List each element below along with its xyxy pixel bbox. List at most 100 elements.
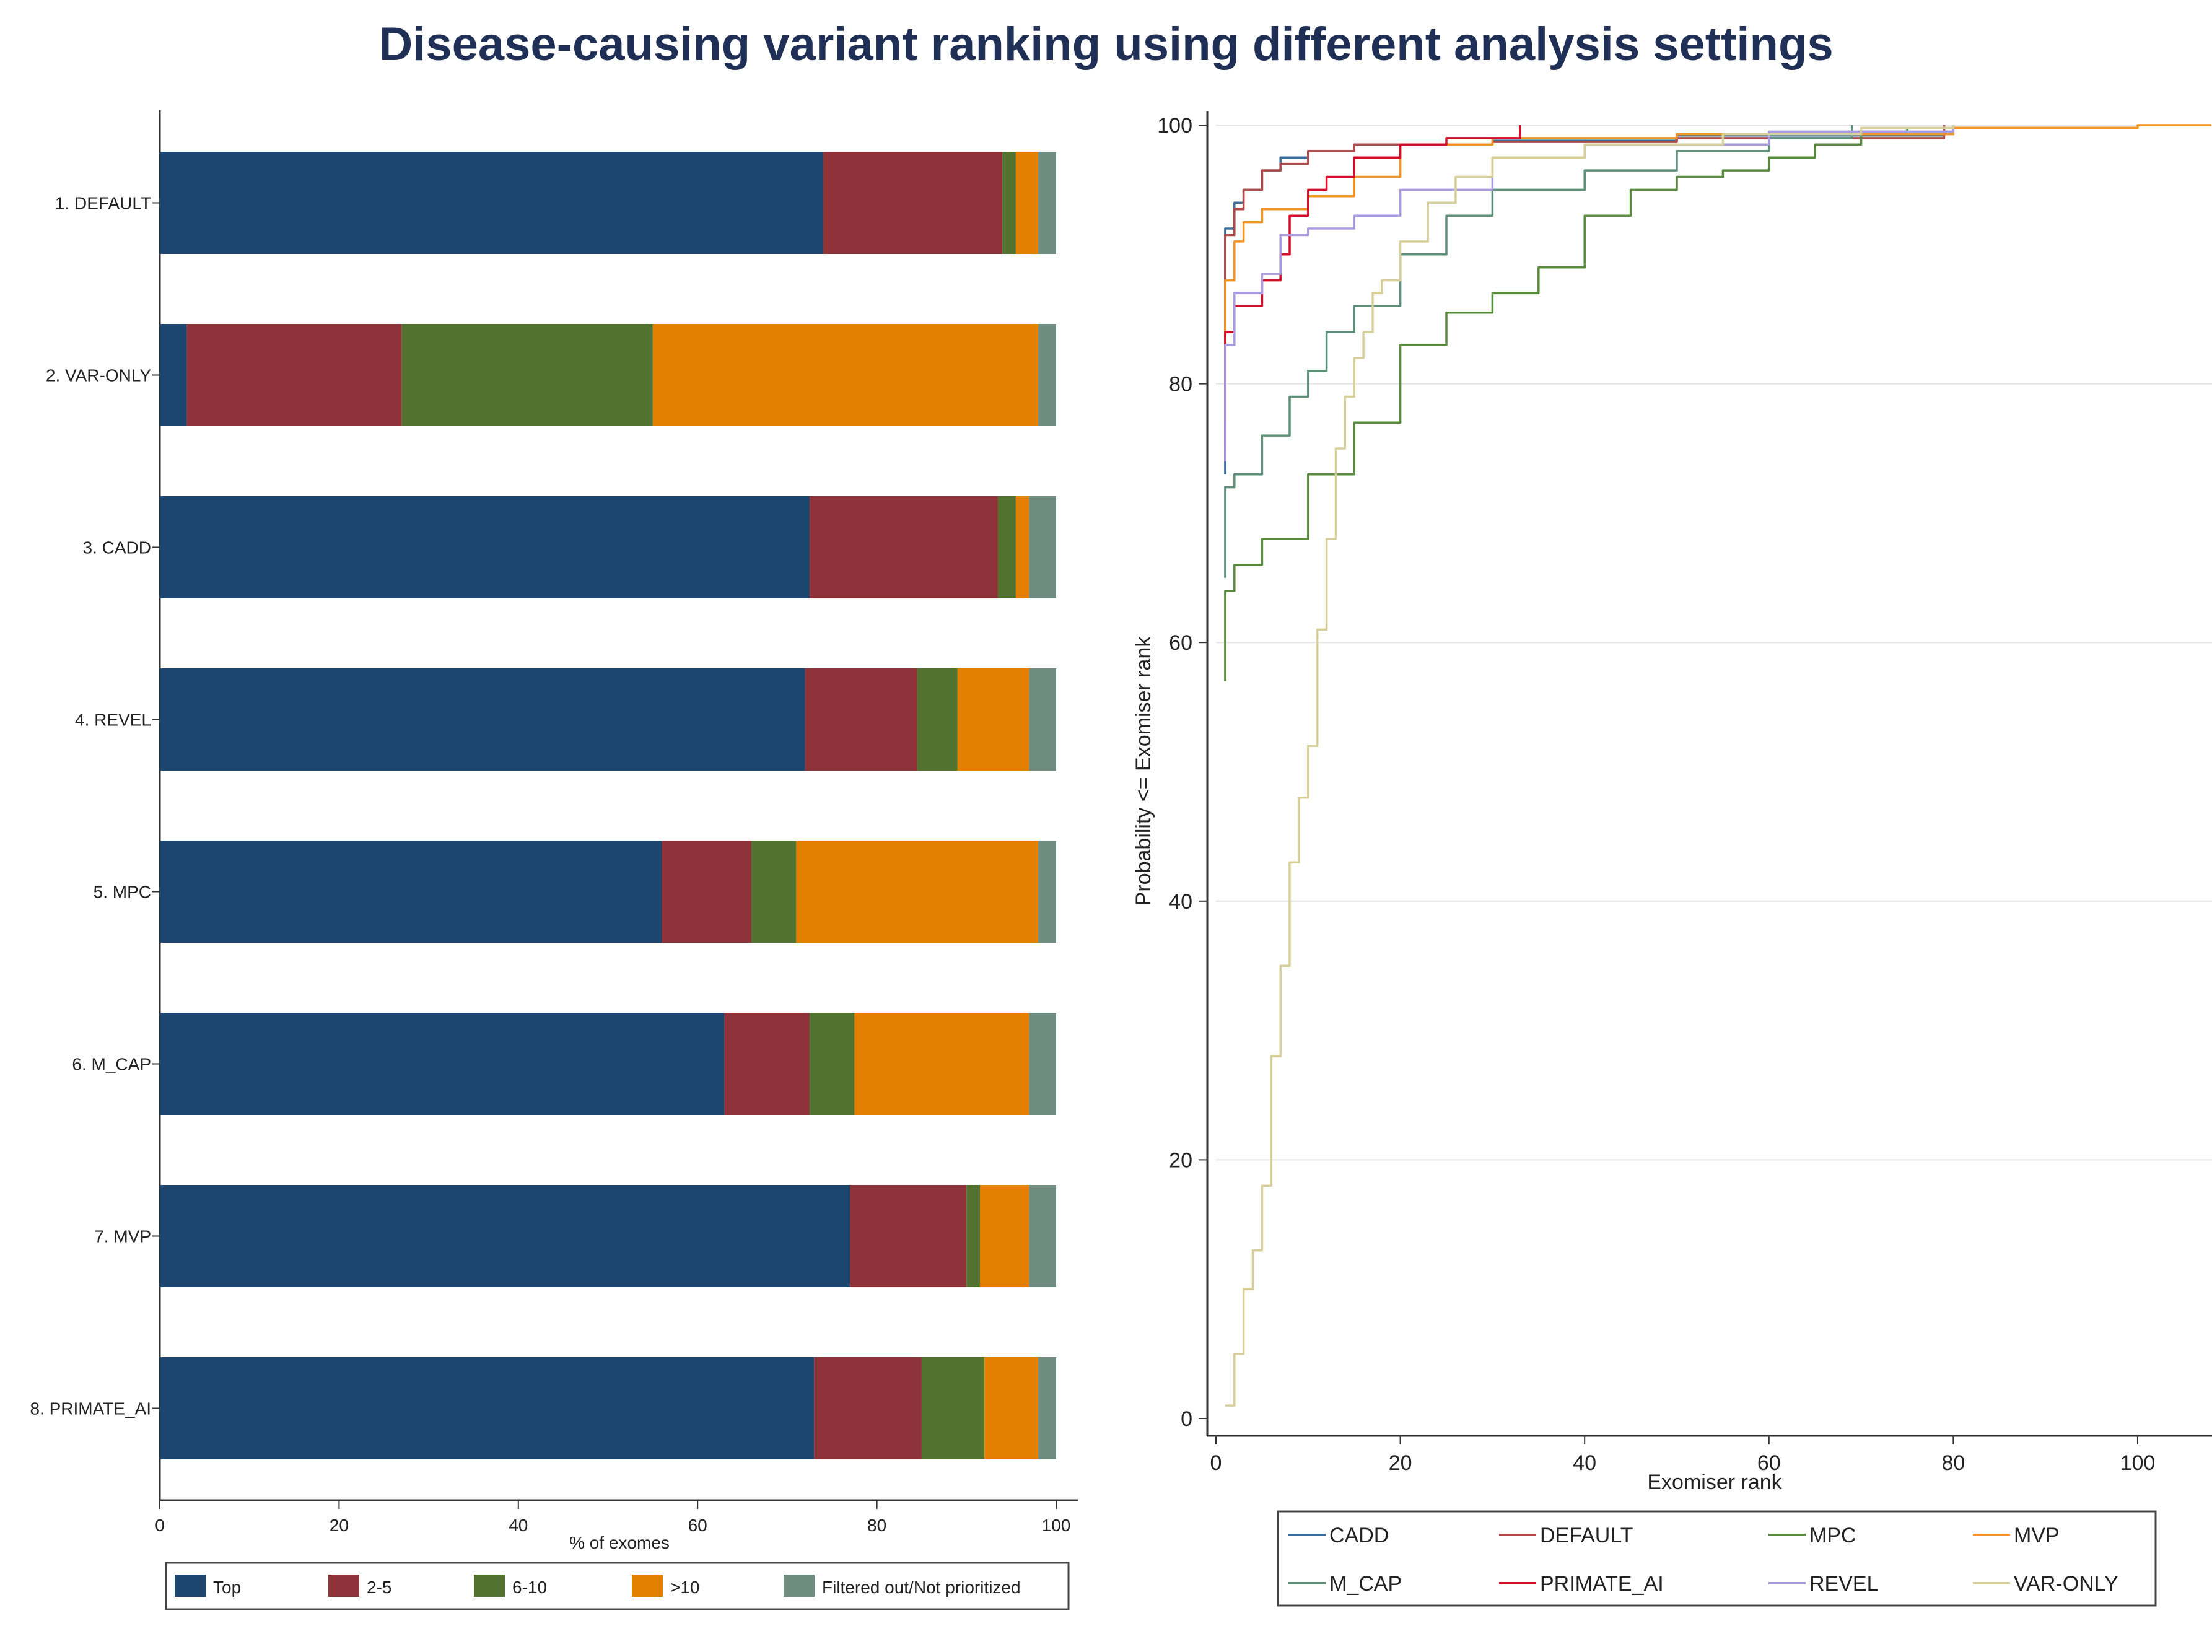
bar-segment-3-cadd-filtered-out-not-prioritized xyxy=(1029,496,1056,598)
legend-label-mvp: MVP xyxy=(2014,1524,2060,1547)
bar-segment-7-mvp-10 xyxy=(980,1185,1029,1287)
bar-segment-3-cadd-2-5 xyxy=(810,496,998,598)
line-x-tick-label: 20 xyxy=(1389,1451,1412,1475)
legend-label-top: Top xyxy=(213,1578,241,1597)
bar-segment-5-mpc-6-10 xyxy=(751,841,797,943)
bar-segment-1-default-top xyxy=(160,152,823,254)
bar-segment-5-mpc-filtered-out-not-prioritized xyxy=(1038,841,1056,943)
bar-segment-7-mvp-6-10 xyxy=(966,1185,981,1287)
bar-category-label: 4. REVEL xyxy=(75,710,151,730)
bar-segment-8-primate-ai-2-5 xyxy=(814,1357,922,1459)
bar-segment-4-revel-2-5 xyxy=(805,668,917,771)
bar-segment-2-var-only-filtered-out-not-prioritized xyxy=(1038,324,1056,426)
bar-category-label: 5. MPC xyxy=(94,883,151,902)
bar-segment-1-default-filtered-out-not-prioritized xyxy=(1038,152,1056,254)
legend-swatch-filtered-out-not-prioritized xyxy=(784,1575,815,1597)
legend-label-cadd: CADD xyxy=(1329,1524,1389,1547)
legend-label-6-10: 6-10 xyxy=(512,1578,547,1597)
bar-x-tick-label: 20 xyxy=(330,1516,349,1535)
line-x-tick-label: 80 xyxy=(1941,1451,1965,1475)
line-series-default xyxy=(1224,125,1946,448)
bar-segment-1-default-2-5 xyxy=(823,152,1003,254)
line-series-mpc xyxy=(1224,125,1955,681)
line-chart: Exomiser rank Probability <= Exomiser ra… xyxy=(1132,111,2212,1494)
bar-x-axis-label: % of exomes xyxy=(569,1533,670,1552)
bar-segment-5-mpc-top xyxy=(160,841,662,943)
legend-swatch-top xyxy=(175,1575,206,1597)
bar-category-label: 6. M_CAP xyxy=(72,1055,151,1074)
bar-category-label: 8. PRIMATE_AI xyxy=(30,1399,151,1418)
legend-label-primate-ai: PRIMATE_AI xyxy=(1540,1572,1664,1596)
bar-category-label: 1. DEFAULT xyxy=(55,194,151,213)
bar-x-tick-label: 80 xyxy=(867,1516,886,1535)
bar-legend-box xyxy=(165,1562,1070,1610)
bar-segment-4-revel-top xyxy=(160,668,805,771)
bar-segment-8-primate-ai-filtered-out-not-prioritized xyxy=(1038,1357,1056,1459)
line-y-tick-label: 80 xyxy=(1169,373,1192,396)
bar-segment-5-mpc-2-5 xyxy=(662,841,752,943)
line-series-primate-ai xyxy=(1224,125,1521,461)
bar-segment-2-var-only-top xyxy=(160,324,187,426)
bar-segment-1-default-6-10 xyxy=(1002,152,1016,254)
line-series-mvp xyxy=(1224,124,2211,423)
bar-segment-8-primate-ai-6-10 xyxy=(921,1357,985,1459)
bar-segment-3-cadd-top xyxy=(160,496,810,598)
bar-segment-7-mvp-filtered-out-not-prioritized xyxy=(1029,1185,1056,1287)
bar-segment-6-m-cap-filtered-out-not-prioritized xyxy=(1029,1013,1056,1115)
bar-x-tick-label: 60 xyxy=(688,1516,707,1535)
bar-x-tick-label: 100 xyxy=(1042,1516,1071,1535)
bar-segment-6-m-cap-6-10 xyxy=(810,1013,855,1115)
bar-segment-1-default-10 xyxy=(1015,152,1039,254)
bar-segment-3-cadd-10 xyxy=(1015,496,1029,598)
legend-label-filtered-out-not-prioritized: Filtered out/Not prioritized xyxy=(822,1578,1021,1597)
legend-swatch-6-10 xyxy=(474,1575,505,1597)
legend-label-10: >10 xyxy=(670,1578,700,1597)
bar-segment-2-var-only-6-10 xyxy=(401,324,653,426)
bar-x-tick-label: 0 xyxy=(155,1516,165,1535)
line-series-var-only xyxy=(1225,125,1955,1407)
line-x-axis-label: Exomiser rank xyxy=(1647,1471,1782,1494)
bar-category-label: 3. CADD xyxy=(83,538,151,557)
line-y-tick-label: 60 xyxy=(1169,631,1192,655)
bar-segment-8-primate-ai-top xyxy=(160,1357,815,1459)
legend-swatch-10 xyxy=(632,1575,663,1597)
bar-segment-6-m-cap-10 xyxy=(854,1013,1029,1115)
line-x-tick-label: 60 xyxy=(1757,1451,1781,1475)
legend-swatch-2-5 xyxy=(328,1575,359,1597)
line-series-revel xyxy=(1224,125,1955,461)
line-y-tick-label: 100 xyxy=(1157,114,1192,138)
legend-label-2-5: 2-5 xyxy=(367,1578,391,1597)
legend-label-m-cap: M_CAP xyxy=(1329,1572,1402,1596)
bar-segment-4-revel-10 xyxy=(957,668,1029,771)
bar-segment-8-primate-ai-10 xyxy=(984,1357,1039,1459)
bar-segment-2-var-only-10 xyxy=(652,324,1039,426)
bar-category-label: 2. VAR-ONLY xyxy=(46,366,151,385)
bar-segment-6-m-cap-2-5 xyxy=(724,1013,810,1115)
bar-legend: Top 2-5 6-10 >10 Filtered out/Not prioritize… xyxy=(165,1562,1070,1610)
legend-label-revel: REVEL xyxy=(1809,1572,1879,1596)
line-legend-box xyxy=(1277,1510,2157,1607)
bar-segment-2-var-only-2-5 xyxy=(186,324,402,426)
bar-segment-3-cadd-6-10 xyxy=(997,496,1016,598)
line-y-axis-label: Probability <= Exomiser rank xyxy=(1132,636,1155,906)
bar-segment-5-mpc-10 xyxy=(796,841,1039,943)
page-title: Disease-causing variant ranking using di… xyxy=(378,18,1834,71)
line-series-m-cap xyxy=(1224,125,1853,578)
stacked-bar-chart: % of exomes 1. DEFAULT 2. VAR-ONLY 3. CADD… xyxy=(30,110,1078,1552)
bar-segment-7-mvp-top xyxy=(160,1185,850,1287)
line-y-tick-label: 20 xyxy=(1169,1148,1192,1172)
line-x-tick-label: 40 xyxy=(1573,1451,1596,1475)
bar-x-tick-label: 40 xyxy=(509,1516,528,1535)
line-x-tick-label: 0 xyxy=(1210,1451,1222,1475)
bar-category-label: 7. MVP xyxy=(94,1227,151,1246)
bar-segment-6-m-cap-top xyxy=(160,1013,725,1115)
bar-segment-7-mvp-2-5 xyxy=(850,1185,967,1287)
line-y-tick-label: 0 xyxy=(1181,1407,1192,1431)
line-legend: CADD DEFAULT MPC MVP M_CAP PRIMATE_AI REVEL VAR… xyxy=(1277,1510,2157,1607)
bar-segment-4-revel-filtered-out-not-prioritized xyxy=(1029,668,1056,771)
legend-label-default: DEFAULT xyxy=(1540,1524,1633,1547)
line-y-tick-label: 40 xyxy=(1169,890,1192,914)
line-x-tick-label: 100 xyxy=(2120,1451,2156,1475)
line-series-cadd xyxy=(1224,125,1946,474)
